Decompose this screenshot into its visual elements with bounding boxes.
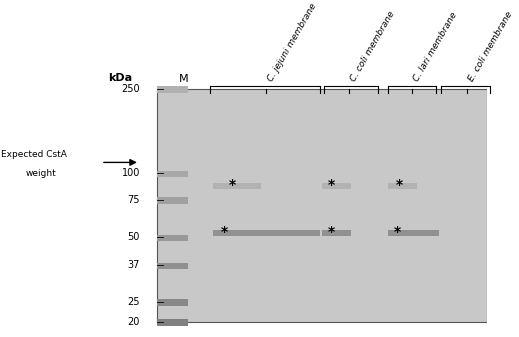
Text: *: * xyxy=(221,225,228,239)
FancyBboxPatch shape xyxy=(213,183,261,189)
Text: 25: 25 xyxy=(127,297,140,307)
Text: Expected CstA: Expected CstA xyxy=(2,150,67,159)
Text: C. coli membrane: C. coli membrane xyxy=(349,10,397,83)
Text: weight: weight xyxy=(25,168,57,178)
Text: *: * xyxy=(394,225,401,239)
FancyBboxPatch shape xyxy=(157,235,188,241)
Text: 20: 20 xyxy=(128,317,140,327)
Text: C. jejuni membrane: C. jejuni membrane xyxy=(266,2,318,83)
Text: C. lari membrane: C. lari membrane xyxy=(412,11,459,83)
FancyBboxPatch shape xyxy=(213,231,320,236)
Text: *: * xyxy=(396,178,403,192)
FancyBboxPatch shape xyxy=(322,183,351,189)
Text: 250: 250 xyxy=(121,84,140,94)
FancyBboxPatch shape xyxy=(157,319,188,326)
FancyBboxPatch shape xyxy=(388,183,417,189)
Text: *: * xyxy=(328,225,335,239)
Text: M: M xyxy=(179,74,188,84)
FancyBboxPatch shape xyxy=(157,263,188,269)
Text: 100: 100 xyxy=(121,168,140,178)
Text: E. coli membrane: E. coli membrane xyxy=(467,10,514,83)
FancyBboxPatch shape xyxy=(157,86,188,93)
Text: 37: 37 xyxy=(128,260,140,270)
FancyBboxPatch shape xyxy=(157,89,487,322)
FancyBboxPatch shape xyxy=(157,299,188,306)
FancyBboxPatch shape xyxy=(157,171,188,177)
Text: 50: 50 xyxy=(128,233,140,242)
FancyBboxPatch shape xyxy=(157,197,188,204)
Text: kDa: kDa xyxy=(108,73,132,83)
FancyBboxPatch shape xyxy=(388,231,439,236)
Text: 75: 75 xyxy=(127,195,140,205)
Text: *: * xyxy=(328,178,335,192)
FancyBboxPatch shape xyxy=(322,231,351,236)
Text: *: * xyxy=(228,178,236,192)
